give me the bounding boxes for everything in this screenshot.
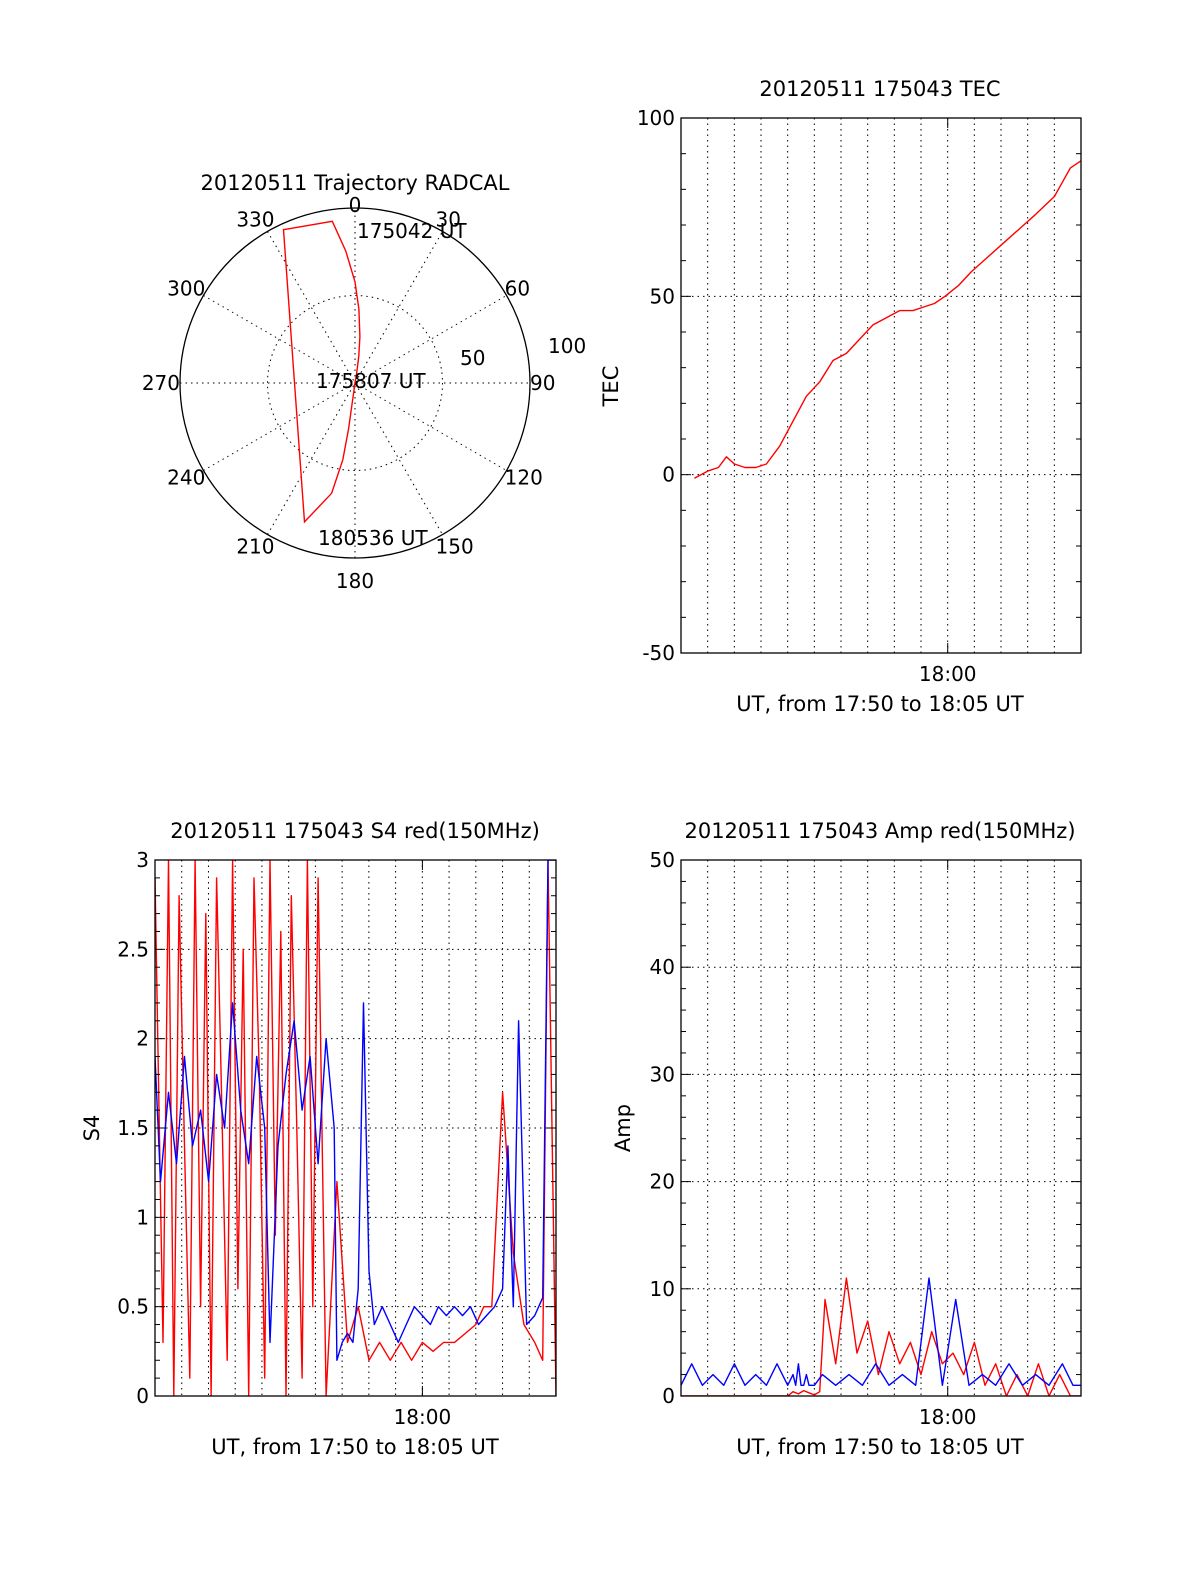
trajectory-line-0 [282, 220, 361, 524]
tec-series-0 [694, 160, 1081, 479]
trajectory-annotation-2: 180536 UT [318, 526, 428, 550]
trajectory-polar-plot: 20120511 Trajectory RADCAL 0 30 60 90 120 150… [142, 171, 586, 593]
s4-ytick-label-6: 0 [136, 1384, 149, 1408]
polar-spoke-60 [203, 295, 507, 471]
tec-ylabel: TEC [599, 366, 623, 408]
tec-xlabel: UT, from 17:50 to 18:05 UT [736, 692, 1024, 716]
tec-series [694, 160, 1081, 479]
tec-ytick-label-3: -50 [642, 641, 675, 665]
polar-angle-label-210: 210 [236, 535, 274, 559]
s4-series-1 [155, 860, 556, 1362]
s4-title: 20120511 175043 S4 red(150MHz) [170, 819, 540, 843]
amp-ytick-label-2: 30 [650, 1062, 675, 1086]
amp-plot: 20120511 175043 Amp red(150MHz) 50 40 30 20… [611, 819, 1082, 1459]
trajectory-title: 20120511 Trajectory RADCAL [201, 171, 510, 195]
amp-ytick-label-4: 10 [650, 1277, 675, 1301]
amp-grid [681, 860, 1081, 1396]
amp-ticks: 50 40 30 20 10 0 18:00 [650, 848, 1081, 1429]
polar-angle-label-270: 270 [142, 371, 180, 395]
s4-ytick-label-4: 1 [136, 1205, 149, 1229]
s4-series-0 [155, 860, 556, 1396]
s4-xlabel: UT, from 17:50 to 18:05 UT [211, 1435, 499, 1459]
tec-ticks: 100 50 0 -50 18:00 [637, 106, 1081, 686]
polar-angle-label-240: 240 [167, 466, 205, 490]
s4-ytick-label-1: 2.5 [117, 937, 149, 961]
polar-angle-label-150: 150 [436, 535, 474, 559]
amp-ytick-label-1: 40 [650, 955, 675, 979]
tec-ytick-label-2: 0 [662, 463, 675, 487]
polar-angle-label-300: 300 [167, 277, 205, 301]
amp-ytick-label-0: 50 [650, 848, 675, 872]
polar-spoke-30 [267, 231, 443, 535]
polar-angle-label-180: 180 [336, 569, 374, 593]
tec-ytick-label-0: 100 [637, 106, 675, 130]
tec-grid [681, 118, 1081, 653]
s4-ytick-label-0: 3 [136, 848, 149, 872]
s4-xtick-label-0: 18:00 [394, 1405, 452, 1429]
polar-angle-label-30: 30 [436, 207, 461, 231]
amp-title: 20120511 175043 Amp red(150MHz) [684, 819, 1075, 843]
tec-title: 20120511 175043 TEC [759, 77, 1000, 101]
s4-ylabel: S4 [80, 1115, 104, 1142]
s4-ytick-label-2: 2 [136, 1027, 149, 1051]
s4-plot: 20120511 175043 S4 red(150MHz) 3 2.5 2 1.5 1… [80, 819, 557, 1459]
polar-angle-label-120: 120 [505, 466, 543, 490]
amp-ylabel: Amp [611, 1104, 635, 1152]
polar-angle-label-330: 330 [236, 207, 274, 231]
tec-xtick-label-0: 18:00 [919, 662, 977, 686]
polar-angle-label-60: 60 [505, 277, 530, 301]
trajectory-annotation-1: 175807 UT [316, 369, 426, 393]
polar-angle-label-90: 90 [530, 371, 555, 395]
amp-ytick-label-3: 20 [650, 1170, 675, 1194]
trajectory-annotation-0: 175042 UT [357, 219, 467, 243]
polar-angle-labels: 0 30 60 90 120 150 180 210 240 270 300 330 [142, 193, 556, 593]
polar-inner-circle [267, 295, 443, 471]
amp-series-1 [681, 1277, 1081, 1387]
polar-spoke-150 [267, 231, 443, 535]
s4-ytick-label-3: 1.5 [117, 1116, 149, 1140]
amp-xtick-label-0: 18:00 [919, 1405, 977, 1429]
polar-angle-label-0: 0 [349, 193, 362, 217]
trajectory-series [282, 220, 361, 524]
polar-grid [180, 208, 530, 558]
polar-radial-labels: 50 100 [460, 334, 586, 370]
s4-ticks: 3 2.5 2 1.5 1 0.5 0 18:00 [117, 848, 556, 1429]
tec-plot-frame [680, 117, 1082, 654]
s4-ytick-label-5: 0.5 [117, 1295, 149, 1319]
s4-series [155, 860, 556, 1396]
amp-ytick-label-5: 0 [662, 1384, 675, 1408]
polar-spoke-120 [203, 295, 507, 471]
trajectory-annotations: 175042 UT 175807 UT 180536 UT [316, 219, 467, 550]
polar-radial-label-50: 50 [460, 346, 485, 370]
amp-series [681, 1277, 1081, 1396]
polar-outer-circle [179, 207, 531, 559]
amp-xlabel: UT, from 17:50 to 18:05 UT [736, 1435, 1024, 1459]
tec-ytick-label-1: 50 [650, 284, 675, 308]
polar-radial-label-100: 100 [548, 334, 586, 358]
amp-plot-frame [680, 859, 1082, 1397]
tec-plot: 20120511 175043 TEC 100 50 0 -50 18:00 UT, f… [599, 77, 1082, 716]
